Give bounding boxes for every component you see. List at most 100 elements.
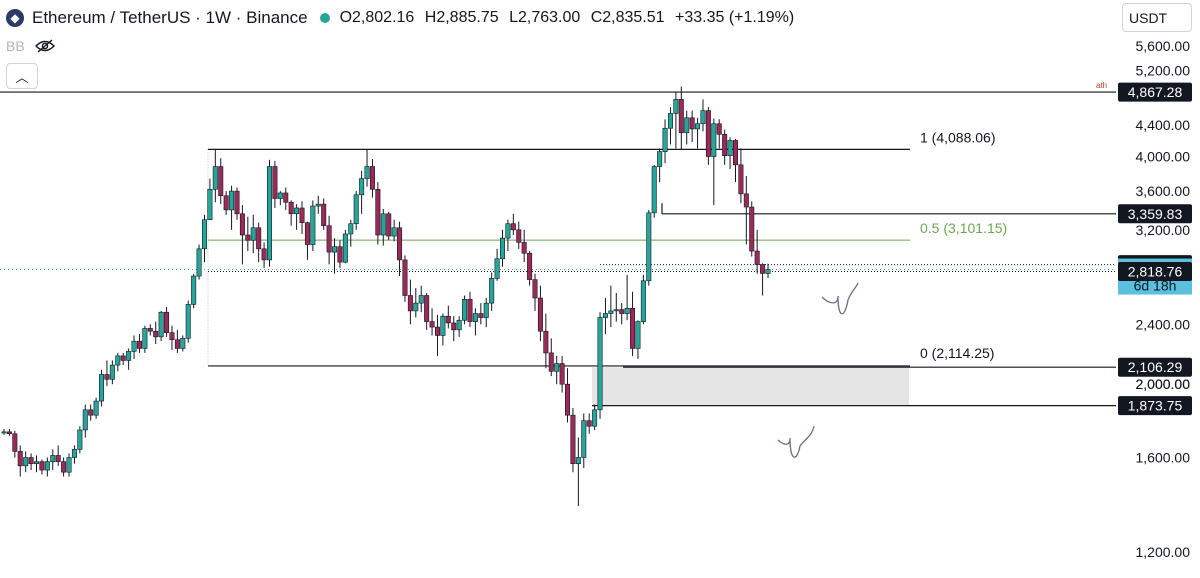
candle-body <box>126 351 132 361</box>
candle-body <box>380 213 386 236</box>
candle-body <box>738 164 744 195</box>
candle <box>499 229 505 267</box>
candle <box>315 195 321 214</box>
candle-body <box>61 461 67 473</box>
candle <box>673 92 679 149</box>
currency-selector[interactable]: USDT <box>1122 3 1192 32</box>
y-tick-label: 5,200.00 <box>1136 62 1191 78</box>
candle <box>229 185 235 230</box>
candle <box>142 325 148 353</box>
candle-body <box>424 295 430 322</box>
candle-body <box>229 190 235 211</box>
candle <box>299 201 305 234</box>
candle-body <box>17 451 23 467</box>
candle-body <box>136 340 142 349</box>
y-tick-label: 2,000.00 <box>1136 376 1191 392</box>
candle-body <box>44 461 50 471</box>
candle <box>402 255 408 302</box>
change-value: +33.35 (+1.19%) <box>675 9 795 26</box>
candle <box>543 313 549 369</box>
candle <box>153 321 159 345</box>
candle <box>548 338 554 377</box>
candle <box>510 213 516 235</box>
candle <box>678 86 684 151</box>
candle-body <box>277 192 283 199</box>
candle-body <box>592 409 598 427</box>
collapse-legend-button[interactable]: ︿ <box>6 63 38 89</box>
high-key: H <box>424 9 437 26</box>
candle-body <box>1 431 7 434</box>
symbol-title[interactable]: Ethereum / TetherUS · 1W · Binance <box>32 8 308 27</box>
support-lower-price-label-bg <box>1118 396 1192 416</box>
candle <box>630 291 636 356</box>
candle-body <box>256 227 262 250</box>
candle <box>483 298 489 328</box>
candle <box>537 285 543 342</box>
candle <box>597 312 603 419</box>
candle-body <box>386 213 392 237</box>
candle <box>391 219 397 242</box>
candle-body <box>440 315 446 336</box>
candle <box>651 164 657 218</box>
hide-indicator-icon[interactable] <box>34 39 55 53</box>
candle-body <box>418 295 424 304</box>
candle-body <box>651 166 657 214</box>
candle-body <box>88 409 94 416</box>
candle <box>722 129 728 165</box>
indicator-name[interactable]: BB <box>6 38 25 54</box>
candle <box>191 273 197 309</box>
candle <box>640 274 646 325</box>
candle <box>527 251 533 286</box>
candle <box>1 429 7 435</box>
candle <box>174 329 180 353</box>
candle-body <box>543 330 549 354</box>
candle-body <box>705 110 711 157</box>
candle-body <box>99 374 105 402</box>
candle <box>61 457 67 477</box>
candle-body <box>700 110 706 125</box>
candle-body <box>516 229 522 243</box>
candle <box>71 445 77 464</box>
candle-body <box>239 213 245 236</box>
candle-body <box>28 457 34 465</box>
candle <box>440 313 446 346</box>
candle <box>689 110 695 143</box>
candle-body <box>304 222 310 245</box>
candle-body <box>548 352 554 372</box>
candle-body <box>608 310 614 314</box>
candle <box>39 459 45 475</box>
candle-body <box>218 166 224 197</box>
ath-price-label: 4,867.28 <box>1128 84 1183 100</box>
candle <box>727 137 733 170</box>
y-tick-label: 2,400.00 <box>1136 316 1191 332</box>
candle <box>554 355 560 385</box>
candle-body <box>332 246 338 253</box>
candle-body <box>93 400 99 416</box>
candle <box>705 107 711 165</box>
candle <box>147 324 153 336</box>
candle-body <box>375 189 381 236</box>
candle-body <box>537 297 543 332</box>
candle-body <box>23 457 29 467</box>
candle <box>369 158 375 198</box>
candle-body <box>364 166 370 179</box>
candle <box>429 308 435 336</box>
y-tick-label: 1,600.00 <box>1136 450 1191 466</box>
candle-body <box>581 420 587 458</box>
candle-body <box>82 409 88 431</box>
candle-body <box>39 461 45 471</box>
candle <box>310 200 316 252</box>
candle <box>136 334 142 353</box>
candle <box>716 119 722 149</box>
candle-body <box>369 166 375 190</box>
candle-body <box>342 233 348 263</box>
candle-body <box>640 280 646 322</box>
candle-body <box>624 307 630 314</box>
candle-body <box>722 133 728 157</box>
candle <box>66 453 72 477</box>
candle-body <box>261 248 267 261</box>
candle-body <box>462 298 468 321</box>
candle <box>180 335 186 352</box>
candle-body <box>635 321 641 349</box>
